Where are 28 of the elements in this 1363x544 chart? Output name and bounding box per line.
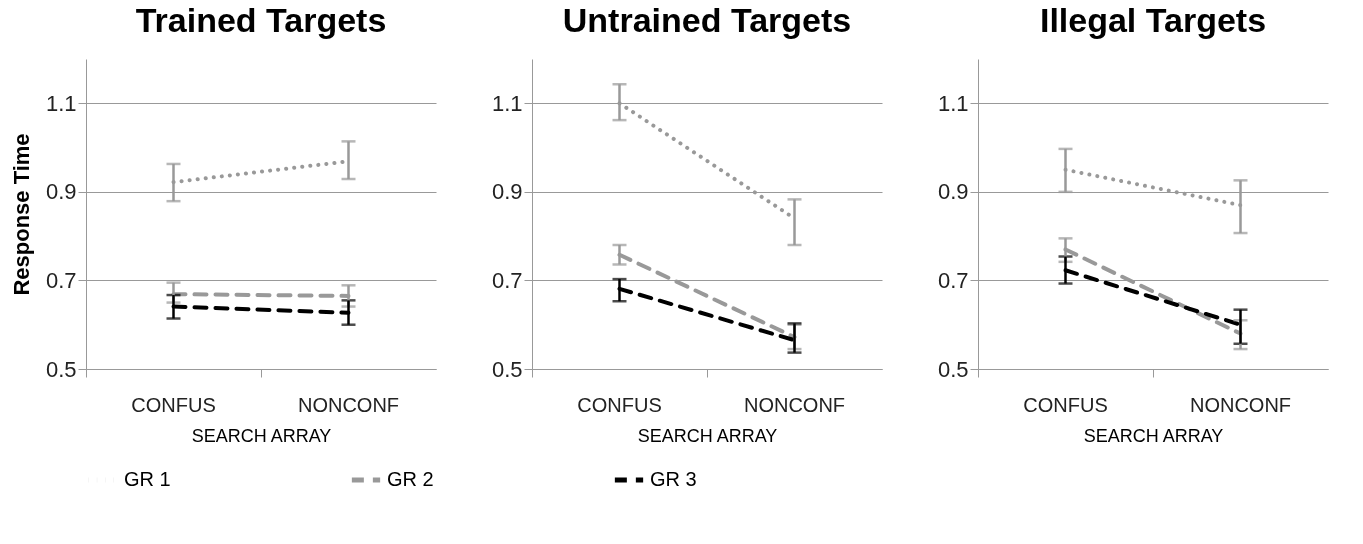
legend-label: GR 1 [124, 468, 171, 490]
x-axis-title: SEARCH ARRAY [191, 425, 332, 446]
y-tick-label: 0.5 [937, 356, 969, 382]
y-tick-label: 0.9 [45, 179, 77, 205]
x-tick-label: CONFUS [1023, 393, 1108, 416]
x-tick-label: CONFUS [131, 393, 216, 416]
x-tick-label: NONCONF [1189, 393, 1292, 416]
y-axis-title: Response Time [8, 133, 34, 296]
legend-label: GR 3 [650, 468, 697, 490]
y-tick-label: 1.1 [491, 90, 523, 116]
legend-label: GR 2 [387, 468, 434, 490]
x-tick-label: NONCONF [297, 393, 400, 416]
y-tick-label: 0.7 [937, 267, 969, 293]
chart-title: Illegal Targets [1039, 1, 1267, 39]
y-tick-label: 0.7 [45, 267, 77, 293]
y-tick-label: 0.7 [491, 267, 523, 293]
chart-title: Untrained Targets [562, 1, 852, 39]
x-axis-title: SEARCH ARRAY [1083, 425, 1224, 446]
chart-title: Trained Targets [135, 1, 387, 39]
y-tick-label: 1.1 [937, 90, 969, 116]
y-tick-label: 1.1 [45, 90, 77, 116]
y-tick-label: 0.5 [45, 356, 77, 382]
y-tick-label: 0.9 [491, 179, 523, 205]
x-tick-label: CONFUS [577, 393, 662, 416]
y-tick-label: 0.9 [937, 179, 969, 205]
y-tick-label: 0.5 [491, 356, 523, 382]
x-tick-label: NONCONF [743, 393, 846, 416]
x-axis-title: SEARCH ARRAY [637, 425, 778, 446]
